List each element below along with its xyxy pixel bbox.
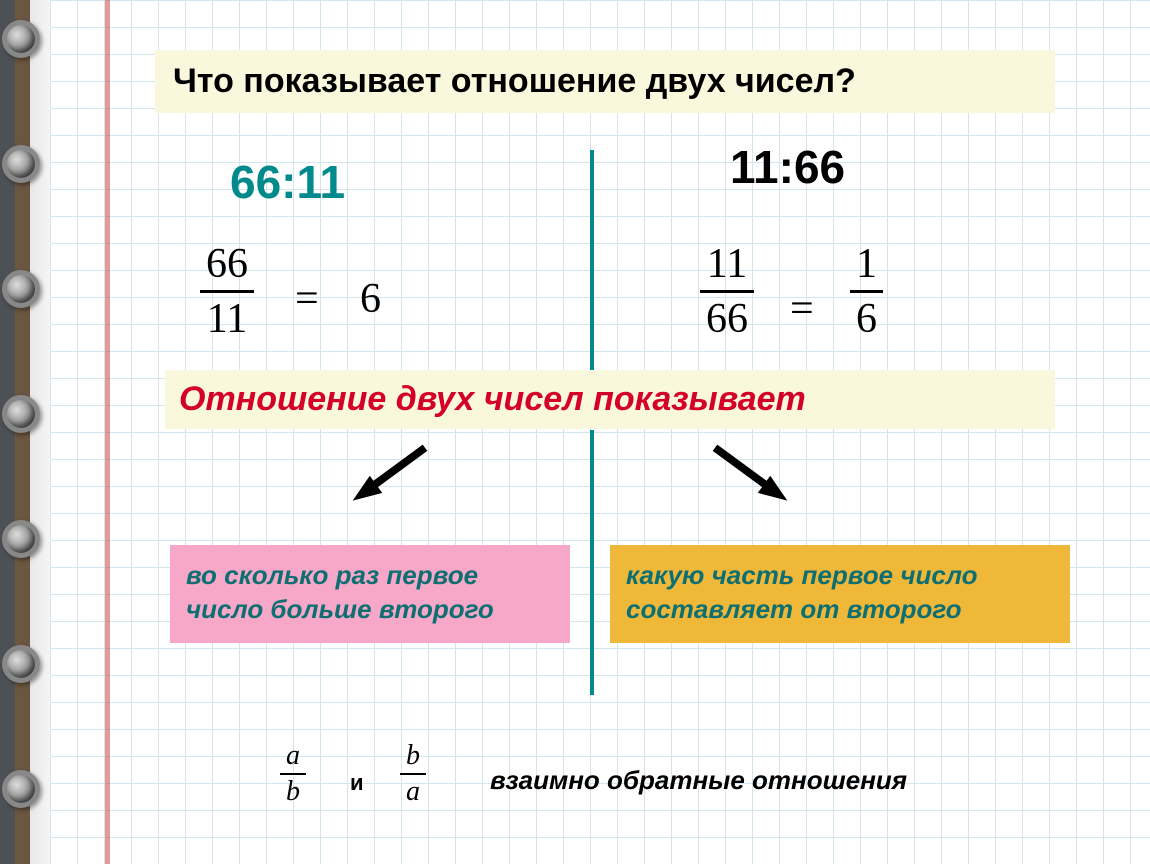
info-box-right: какую часть первое число составляет от в…	[610, 545, 1070, 643]
equals-sign: =	[790, 285, 814, 333]
equals-sign: =	[295, 275, 319, 323]
denominator: 11	[200, 290, 254, 343]
numerator: 11	[700, 240, 754, 290]
numerator: a	[280, 740, 306, 773]
ring	[2, 20, 40, 58]
numerator: 1	[850, 240, 883, 290]
divider-top	[590, 150, 594, 380]
info-box-left: во сколько раз первое число больше второ…	[170, 545, 570, 643]
denominator: 6	[850, 290, 883, 343]
denominator: a	[400, 773, 426, 808]
result-left: 6	[360, 275, 381, 323]
fraction-left: 66 11	[200, 240, 254, 343]
ratio-left: 66:11	[230, 155, 345, 209]
inverse-fraction-2: b a	[400, 740, 426, 808]
ring	[2, 520, 40, 558]
banner-text: Отношение двух чисел показывает	[165, 370, 1055, 429]
inverse-label: взаимно обратные отношения	[490, 765, 907, 796]
and-label: и	[350, 770, 364, 796]
denominator: b	[280, 773, 306, 808]
numerator: b	[400, 740, 426, 773]
fraction-right-result: 1 6	[850, 240, 883, 343]
slide-title: Что показывает отношение двух чисел?	[155, 50, 1055, 113]
spiral-binding	[0, 0, 50, 864]
ratio-right: 11:66	[730, 140, 845, 194]
divider-bottom	[590, 430, 594, 695]
inverse-fraction-1: a b	[280, 740, 306, 808]
ring	[2, 145, 40, 183]
numerator: 66	[200, 240, 254, 290]
ring	[2, 270, 40, 308]
arrow-left-icon	[330, 440, 450, 510]
ring	[2, 645, 40, 683]
denominator: 66	[700, 290, 754, 343]
arrow-right-icon	[690, 440, 810, 510]
ring	[2, 770, 40, 808]
slide-content: Что показывает отношение двух чисел? 66:…	[50, 0, 1150, 864]
ring	[2, 395, 40, 433]
fraction-right: 11 66	[700, 240, 754, 343]
